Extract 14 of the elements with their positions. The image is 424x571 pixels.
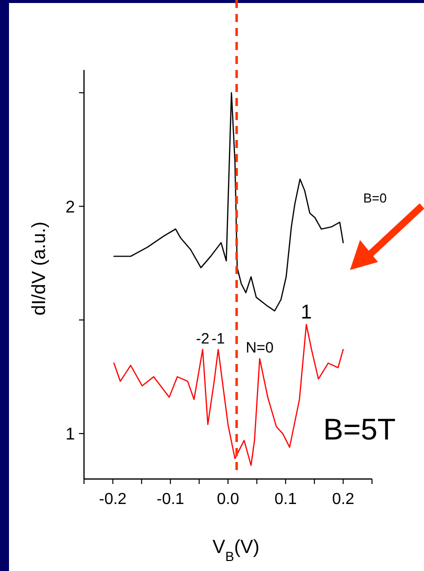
series-label: B=5T — [323, 413, 396, 446]
x-axis-title: V$_{B}$(V) — [212, 537, 260, 564]
x-tick-label: -0.1 — [156, 491, 184, 508]
annotation: N=0 — [246, 340, 274, 357]
annotation: 1 — [300, 301, 312, 324]
y-tick-label: 2 — [66, 197, 75, 216]
y-axis-title: dI/dV (a.u.) — [29, 222, 50, 316]
x-tick-label: 0.1 — [274, 491, 297, 508]
x-tick-label: 0.0 — [216, 491, 240, 508]
text: B=0 — [363, 190, 387, 206]
annotation: -1 — [212, 330, 225, 348]
x-tick-label: 0.2 — [332, 491, 354, 508]
annotation: -2 — [196, 330, 210, 348]
x-tick-label: -0.2 — [99, 491, 127, 508]
